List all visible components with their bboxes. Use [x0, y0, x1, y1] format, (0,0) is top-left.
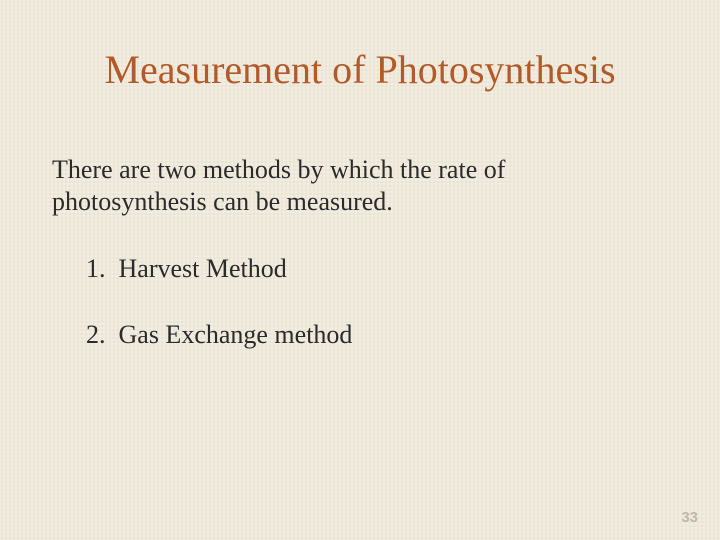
slide: Measurement of Photosynthesis There are …: [0, 0, 720, 540]
page-number: 33: [681, 509, 698, 526]
methods-list: 1. Harvest Method 2. Gas Exchange method: [52, 253, 660, 350]
list-label: Gas Exchange method: [119, 320, 353, 349]
slide-body: There are two methods by which the rate …: [52, 154, 660, 385]
list-label: Harvest Method: [119, 254, 287, 283]
intro-text: There are two methods by which the rate …: [52, 154, 660, 217]
list-item: 2. Gas Exchange method: [86, 319, 660, 351]
list-number: 2.: [86, 319, 112, 351]
list-item: 1. Harvest Method: [86, 253, 660, 285]
slide-title: Measurement of Photosynthesis: [0, 48, 720, 92]
list-number: 1.: [86, 253, 112, 285]
